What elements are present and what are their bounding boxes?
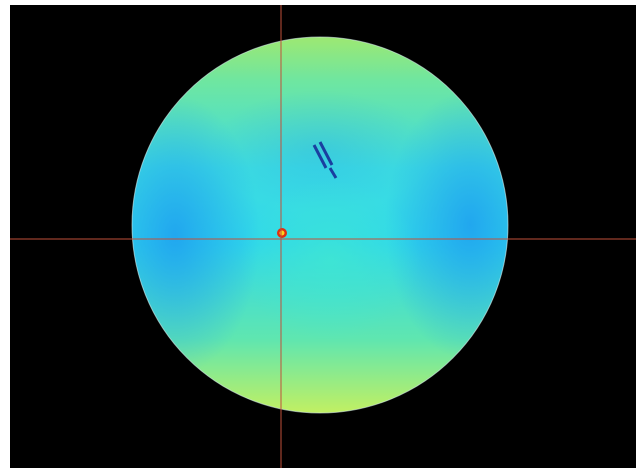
hot-spot <box>280 231 285 236</box>
viewer <box>0 0 641 472</box>
map-region <box>240 180 420 340</box>
